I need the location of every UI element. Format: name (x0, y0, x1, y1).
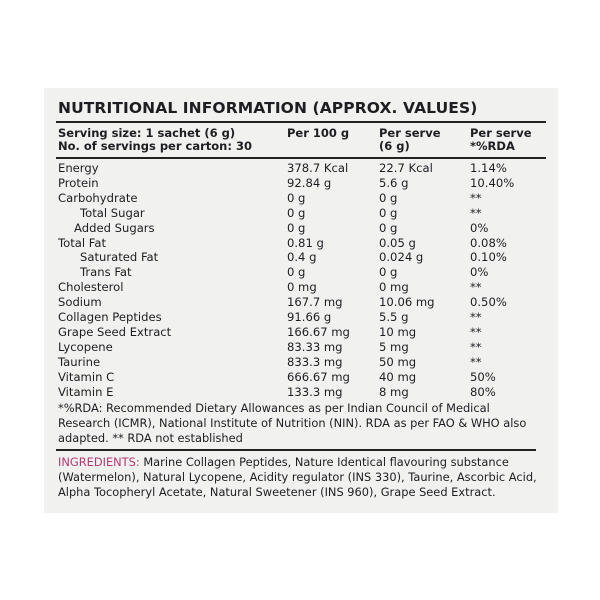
serving-info: Serving size: 1 sachet (6 g) No. of serv… (58, 127, 252, 152)
value-rda: 0% (470, 220, 489, 235)
value-rda: 0.50% (470, 295, 507, 310)
value-per100: 666.67 mg (287, 369, 350, 384)
nutrient-row: Lycopene 83.33 mg 5 mg ** (0, 340, 600, 355)
nutrient-name: Taurine (58, 354, 101, 369)
value-perserve: 10 mg (379, 324, 417, 339)
value-rda: 0.10% (470, 250, 507, 265)
value-perserve: 10.06 mg (379, 295, 435, 310)
ingredients-label: INGREDIENTS: (58, 455, 140, 469)
value-per100: 0.81 g (287, 235, 324, 250)
value-perserve: 0 g (379, 265, 398, 280)
nutrient-row: Cholesterol 0 mg 0 mg ** (0, 280, 600, 295)
nutrient-name: Added Sugars (74, 220, 155, 235)
value-rda: 1.14% (470, 161, 507, 175)
nutrient-name: Total Sugar (80, 205, 145, 220)
perserve-line2: (6 g) (379, 138, 410, 153)
rda-footnote: *%RDA: Recommended Dietary Allowances as… (58, 401, 527, 445)
nutrient-row: Vitamin C 666.67 mg 40 mg 50% (0, 370, 600, 385)
value-perserve: 0 g (379, 220, 398, 235)
value-per100: 833.3 mg (287, 354, 343, 369)
nutrient-row: Total Sugar 0 g 0 g ** (0, 206, 600, 221)
value-rda: ** (470, 310, 482, 324)
value-per100: 166.67 mg (287, 324, 350, 339)
nutrient-name: Energy (58, 161, 99, 175)
column-rda-header: Per serve *%RDA (470, 127, 532, 152)
divider (56, 121, 546, 123)
ingredients: INGREDIENTS: Marine Collagen Peptides, N… (58, 455, 548, 500)
value-rda: 10.40% (470, 175, 515, 190)
value-per100: 91.66 g (287, 310, 332, 324)
value-perserve: 0 g (379, 205, 398, 220)
nutrient-name: Protein (58, 175, 99, 190)
value-perserve: 8 mg (379, 384, 409, 399)
value-per100: 133.3 mg (287, 384, 343, 399)
value-per100: 378.7 Kcal (287, 161, 349, 175)
nutrient-name: Grape Seed Extract (58, 324, 172, 339)
value-per100: 0 g (287, 190, 306, 205)
value-rda: 0.08% (470, 235, 507, 250)
divider (56, 157, 546, 159)
nutrient-row: Protein 92.84 g 5.6 g 10.40% (0, 176, 600, 191)
nutrient-row: Taurine 833.3 mg 50 mg ** (0, 355, 600, 370)
value-per100: 0 g (287, 205, 306, 220)
value-perserve: 22.7 Kcal (379, 161, 433, 175)
serving-size: Serving size: 1 sachet (6 g) (58, 126, 236, 140)
value-rda: ** (470, 324, 482, 339)
nutrient-row: Collagen Peptides 91.66 g 5.5 g ** (0, 310, 600, 325)
value-rda: ** (470, 205, 482, 220)
value-perserve: 0 mg (379, 280, 409, 295)
nutrient-row: Trans Fat 0 g 0 g 0% (0, 265, 600, 280)
value-rda: 50% (470, 369, 496, 384)
nutrient-name: Vitamin E (58, 384, 114, 399)
nutrient-row: Total Fat 0.81 g 0.05 g 0.08% (0, 236, 600, 251)
nutrient-row: Added Sugars 0 g 0 g 0% (0, 221, 600, 236)
value-rda: 0% (470, 265, 489, 280)
value-rda: ** (470, 339, 482, 354)
value-perserve: 0 g (379, 190, 398, 205)
value-per100: 167.7 mg (287, 295, 343, 310)
nutrient-name: Vitamin C (58, 369, 115, 384)
nutrient-name: Total Fat (58, 235, 107, 250)
perserve-line1: Per serve (379, 126, 441, 140)
nutrient-name: Lycopene (58, 339, 113, 354)
nutrient-row: Saturated Fat 0.4 g 0.024 g 0.10% (0, 250, 600, 265)
value-per100: 0 g (287, 265, 306, 280)
ingredients-text: Marine Collagen Peptides, Nature Identic… (58, 455, 537, 499)
value-per100: 0.4 g (287, 250, 317, 265)
value-rda: ** (470, 190, 482, 205)
nutrient-row: Energy 378.7 Kcal 22.7 Kcal 1.14% (0, 161, 600, 176)
nutrient-row: Vitamin E 133.3 mg 8 mg 80% (0, 385, 600, 400)
value-perserve: 50 mg (379, 354, 417, 369)
servings-per-carton: No. of servings per carton: 30 (58, 138, 252, 153)
nutrient-name: Carbohydrate (58, 190, 138, 205)
value-per100: 83.33 mg (287, 339, 343, 354)
rda-line1: Per serve (470, 126, 532, 140)
value-per100: 0 g (287, 220, 306, 235)
value-rda: ** (470, 354, 482, 369)
nutrient-row: Carbohydrate 0 g 0 g ** (0, 191, 600, 206)
value-perserve: 5 mg (379, 339, 409, 354)
column-perserve-header: Per serve (6 g) (379, 127, 441, 152)
value-per100: 92.84 g (287, 175, 332, 190)
divider (56, 449, 536, 451)
value-perserve: 40 mg (379, 369, 417, 384)
nutrition-title: NUTRITIONAL INFORMATION (APPROX. VALUES) (58, 99, 478, 117)
nutrient-name: Trans Fat (80, 265, 132, 280)
value-perserve: 5.6 g (379, 175, 409, 190)
value-perserve: 5.5 g (379, 310, 409, 324)
rda-line2: *%RDA (470, 138, 515, 153)
value-rda: 80% (470, 384, 496, 399)
value-perserve: 0.05 g (379, 235, 416, 250)
nutrient-name: Saturated Fat (80, 250, 159, 265)
nutrient-name: Collagen Peptides (58, 310, 162, 324)
value-perserve: 0.024 g (379, 250, 424, 265)
nutrient-row: Sodium 167.7 mg 10.06 mg 0.50% (0, 295, 600, 310)
column-per100-header: Per 100 g (287, 126, 350, 140)
value-per100: 0 mg (287, 280, 317, 295)
nutrient-name: Cholesterol (58, 280, 124, 295)
value-rda: ** (470, 280, 482, 295)
nutrient-name: Sodium (58, 295, 102, 310)
nutrient-row: Grape Seed Extract 166.67 mg 10 mg ** (0, 325, 600, 340)
